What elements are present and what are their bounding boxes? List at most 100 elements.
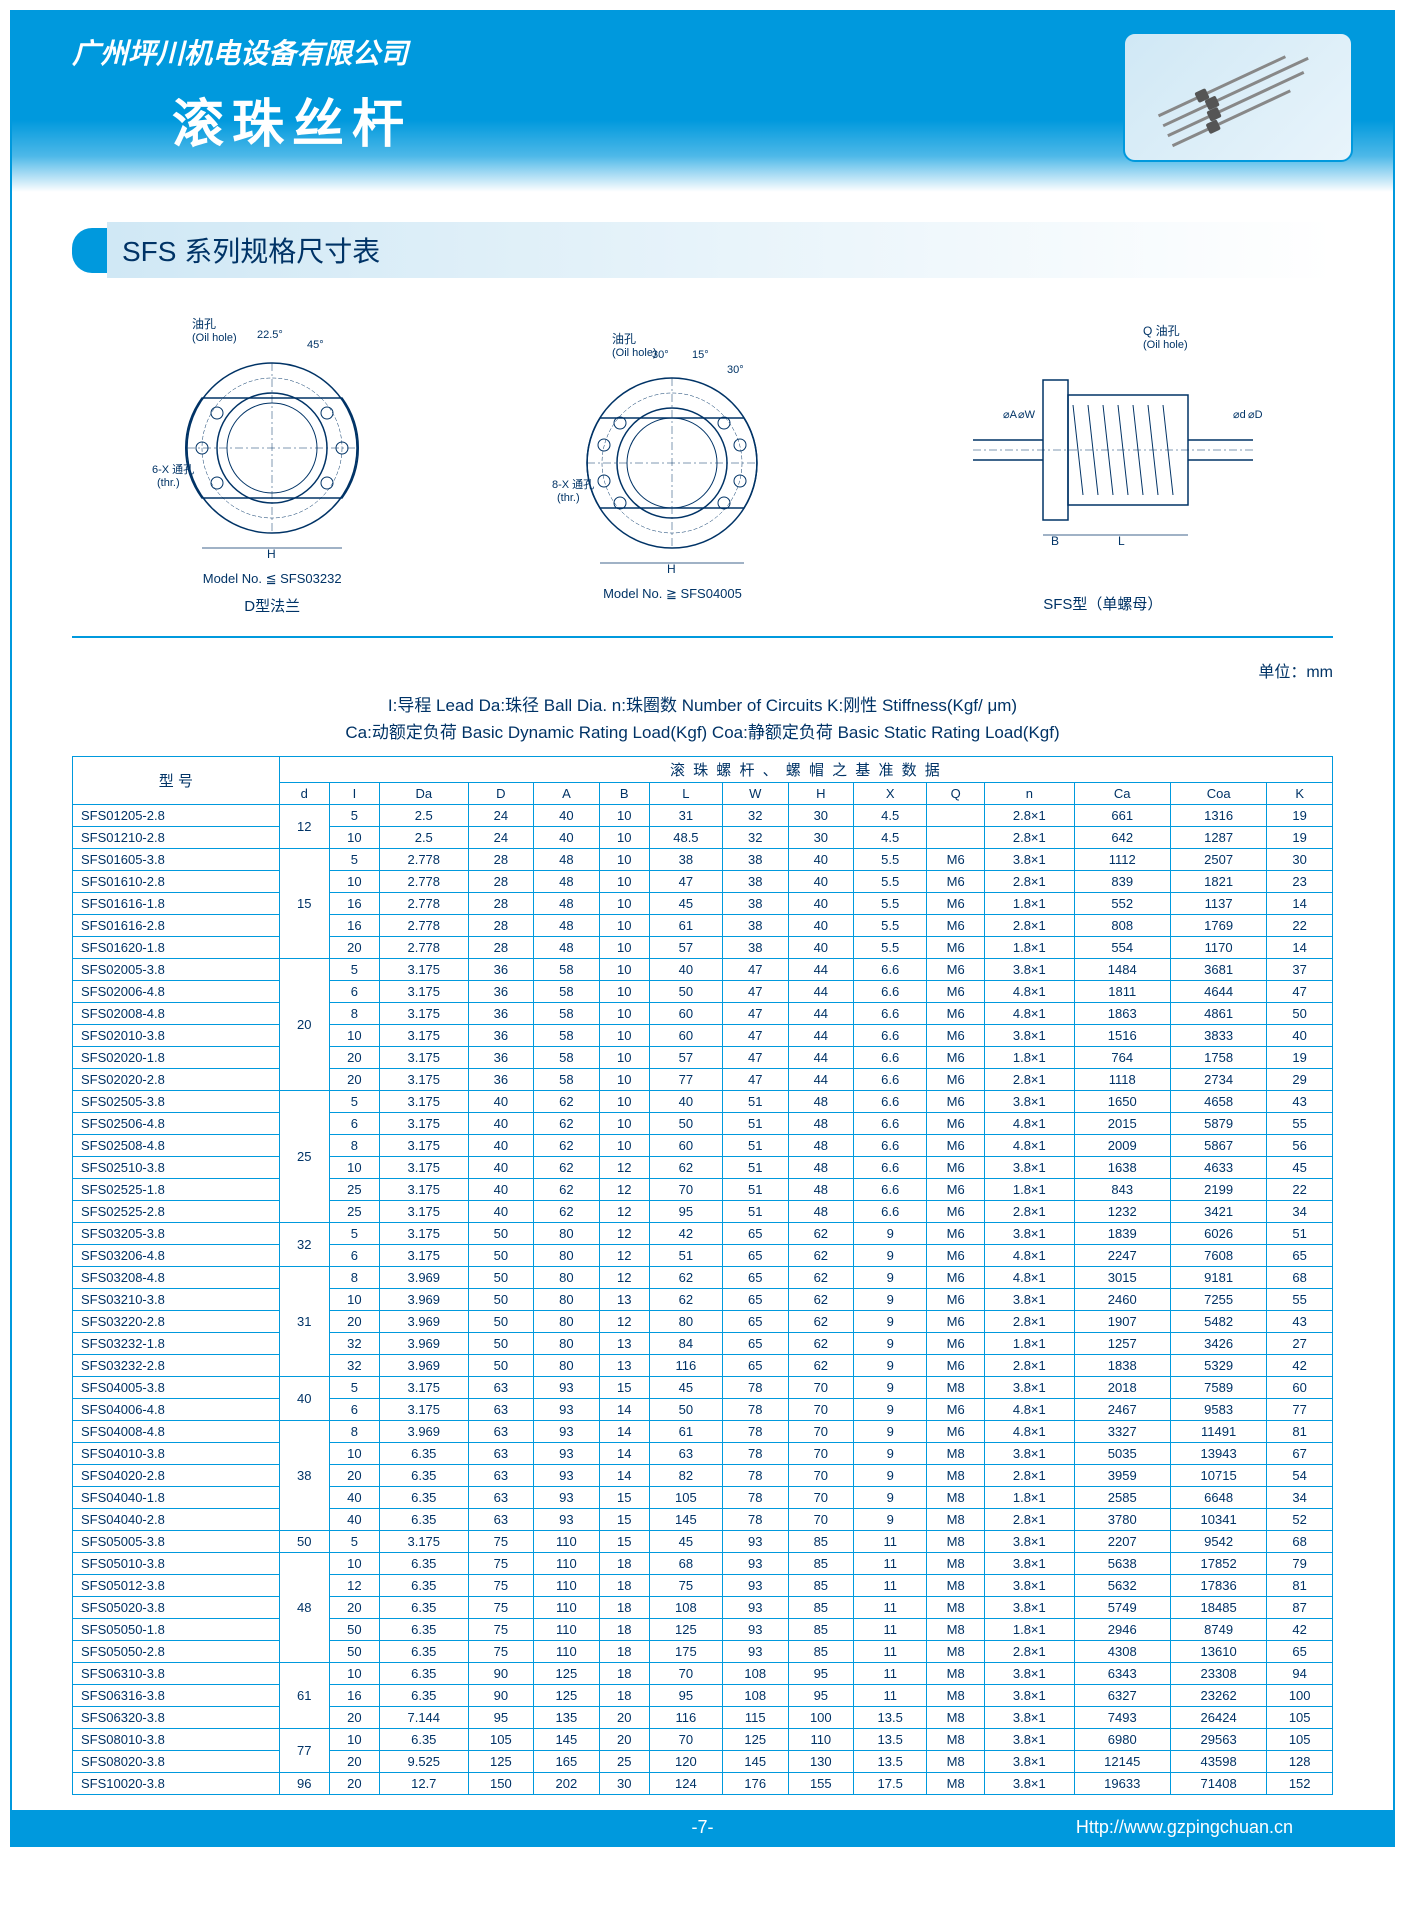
table-row: SFS05012-3.8126.35751101875938511M83.8×1… [73,1575,1333,1597]
svg-text:⌀W: ⌀W [1018,409,1036,421]
table-row: SFS02008-4.883.1753658106047446.6M64.8×1… [73,1003,1333,1025]
svg-text:⌀d: ⌀d [1233,409,1246,421]
table-row: SFS08020-3.8209.5251251652512014513013.5… [73,1751,1333,1773]
svg-text:⌀D: ⌀D [1248,409,1263,421]
col-I: I [329,783,379,805]
table-row: SFS01616-1.8162.7782848104538405.5M61.8×… [73,893,1333,915]
col-n: n [985,783,1074,805]
table-row: SFS02020-2.8203.1753658107747446.6M62.8×… [73,1069,1333,1091]
svg-text:(Oil hole): (Oil hole) [1143,339,1188,351]
svg-text:30°: 30° [652,349,669,361]
table-row: SFS04010-3.8106.356393146378709M83.8×150… [73,1443,1333,1465]
svg-text:B: B [1051,534,1059,548]
table-row: SFS03208-4.83183.9695080126265629M64.8×1… [73,1267,1333,1289]
col-D: D [468,783,534,805]
svg-text:8-X 通孔: 8-X 通孔 [552,478,594,491]
svg-text:⌀A: ⌀A [1003,409,1018,421]
table-row: SFS02508-4.883.1754062106051486.6M64.8×1… [73,1135,1333,1157]
table-row: SFS02020-1.8203.1753658105747446.6M61.8×… [73,1047,1333,1069]
svg-text:(thr.): (thr.) [557,492,580,504]
svg-text:6-X 通孔: 6-X 通孔 [152,463,194,476]
table-row: SFS03206-4.863.1755080125165629M64.8×122… [73,1245,1333,1267]
svg-text:(Oil hole): (Oil hole) [612,347,657,359]
table-row: SFS05010-3.848106.35751101868938511M83.8… [73,1553,1333,1575]
product-image [1123,32,1353,162]
table-row: SFS04005-3.84053.1756393154578709M83.8×1… [73,1377,1333,1399]
table-row: SFS03210-3.8103.9695080136265629M63.8×12… [73,1289,1333,1311]
svg-text:Q 油孔: Q 油孔 [1143,324,1180,338]
table-row: SFS04008-4.83883.9696393146178709M64.8×1… [73,1421,1333,1443]
diagram-sfs-type: SFS型（单螺母） [943,593,1263,614]
col-Ca: Ca [1074,783,1170,805]
table-row: SFS02525-2.8253.1754062129551486.6M62.8×… [73,1201,1333,1223]
spec-table: 型 号 滚 珠 螺 杆 、 螺 帽 之 基 准 数 据 dIDaDABLWHXQ… [72,756,1333,1795]
table-row: SFS01605-3.81552.7782848103838405.5M63.8… [73,849,1333,871]
table-row: SFS06310-3.861106.359012518701089511M83.… [73,1663,1333,1685]
table-row: SFS05050-2.8506.357511018175938511M82.8×… [73,1641,1333,1663]
table-row: SFS10020-3.8962012.71502023012417615517.… [73,1773,1333,1795]
col-X: X [854,783,927,805]
col-L: L [649,783,722,805]
col-model: 型 号 [73,757,280,805]
col-K: K [1267,783,1333,805]
col-d: d [279,783,329,805]
diagram-flange-d: D型法兰 [142,595,402,616]
table-row: SFS06320-3.8207.144951352011611510013.5M… [73,1707,1333,1729]
table-row: SFS01620-1.8202.7782848105738405.5M61.8×… [73,937,1333,959]
section-title: SFS 系列规格尺寸表 [107,222,1333,278]
page-footer: -7- Http://www.gzpingchuan.cn [12,1810,1393,1845]
legend-line-2: Ca:动额定负荷 Basic Dynamic Rating Load(Kgf) … [72,719,1333,746]
col-W: W [723,783,789,805]
table-row: SFS04040-2.8406.3563931514578709M82.8×13… [73,1509,1333,1531]
svg-text:L: L [1118,534,1125,548]
table-row: SFS04006-4.863.1756393145078709M64.8×124… [73,1399,1333,1421]
page-header: 广州坪川机电设备有限公司 滚珠丝杆 [12,12,1393,192]
table-row: SFS02010-3.8103.1753658106047446.6M63.8×… [73,1025,1333,1047]
col-B: B [599,783,649,805]
table-row: SFS01210-2.8102.524401048.532304.52.8×16… [73,827,1333,849]
svg-text:H: H [267,547,276,561]
table-row: SFS03220-2.8203.9695080128065629M62.8×11… [73,1311,1333,1333]
legend-line-1: I:导程 Lead Da:珠径 Ball Dia. n:珠圈数 Number o… [72,692,1333,719]
table-row: SFS02005-3.82053.1753658104047446.6M63.8… [73,959,1333,981]
table-row: SFS02525-1.8253.1754062127051486.6M61.8×… [73,1179,1333,1201]
svg-text:油孔: 油孔 [192,317,216,331]
svg-text:15°: 15° [692,349,709,361]
table-row: SFS05020-3.8206.357511018108938511M83.8×… [73,1597,1333,1619]
table-row: SFS02006-4.863.1753658105047446.6M64.8×1… [73,981,1333,1003]
diagram-model-1: Model No. ≦ SFS03232 [142,571,402,587]
legend: I:导程 Lead Da:珠径 Ball Dia. n:珠圈数 Number o… [72,692,1333,746]
table-row: SFS04040-1.8406.3563931510578709M81.8×12… [73,1487,1333,1509]
technical-diagrams: 油孔 (Oil hole) 22.5° 45° 6-X 通孔 (thr.) [72,298,1333,638]
col-group: 滚 珠 螺 杆 、 螺 帽 之 基 准 数 据 [279,757,1332,783]
svg-text:45°: 45° [307,339,324,351]
table-row: SFS02505-3.82553.1754062104051486.6M63.8… [73,1091,1333,1113]
col-Coa: Coa [1170,783,1266,805]
col-H: H [788,783,854,805]
table-row: SFS03232-1.8323.9695080138465629M61.8×11… [73,1333,1333,1355]
table-row: SFS02506-4.863.1754062105051486.6M64.8×1… [73,1113,1333,1135]
table-row: SFS01616-2.8162.7782848106138405.5M62.8×… [73,915,1333,937]
svg-text:30°: 30° [727,364,744,376]
page-number: -7- [692,1817,714,1838]
table-row: SFS02510-3.8103.1754062126251486.6M63.8×… [73,1157,1333,1179]
table-row: SFS01205-2.81252.52440103132304.52.8×166… [73,805,1333,827]
svg-text:22.5°: 22.5° [257,329,283,341]
table-row: SFS05005-3.85053.175751101545938511M83.8… [73,1531,1333,1553]
svg-text:油孔: 油孔 [612,332,636,346]
table-row: SFS03205-3.83253.1755080124265629M63.8×1… [73,1223,1333,1245]
table-row: SFS06316-3.8166.359012518951089511M83.8×… [73,1685,1333,1707]
table-row: SFS03232-2.8323.96950801311665629M62.8×1… [73,1355,1333,1377]
table-row: SFS04020-2.8206.356393148278709M82.8×139… [73,1465,1333,1487]
table-row: SFS08010-3.877106.35105145207012511013.5… [73,1729,1333,1751]
table-row: SFS01610-2.8102.7782848104738405.5M62.8×… [73,871,1333,893]
svg-text:(Oil hole): (Oil hole) [192,332,237,344]
svg-text:(thr.): (thr.) [157,477,180,489]
unit-label: 单位：mm [72,658,1333,682]
diagram-model-2: Model No. ≧ SFS04005 [542,586,802,602]
section-header: SFS 系列规格尺寸表 [72,222,1333,278]
svg-text:H: H [667,562,676,576]
table-row: SFS05050-1.8506.357511018125938511M81.8×… [73,1619,1333,1641]
col-Q: Q [927,783,985,805]
footer-url: Http://www.gzpingchuan.cn [1076,1817,1293,1838]
